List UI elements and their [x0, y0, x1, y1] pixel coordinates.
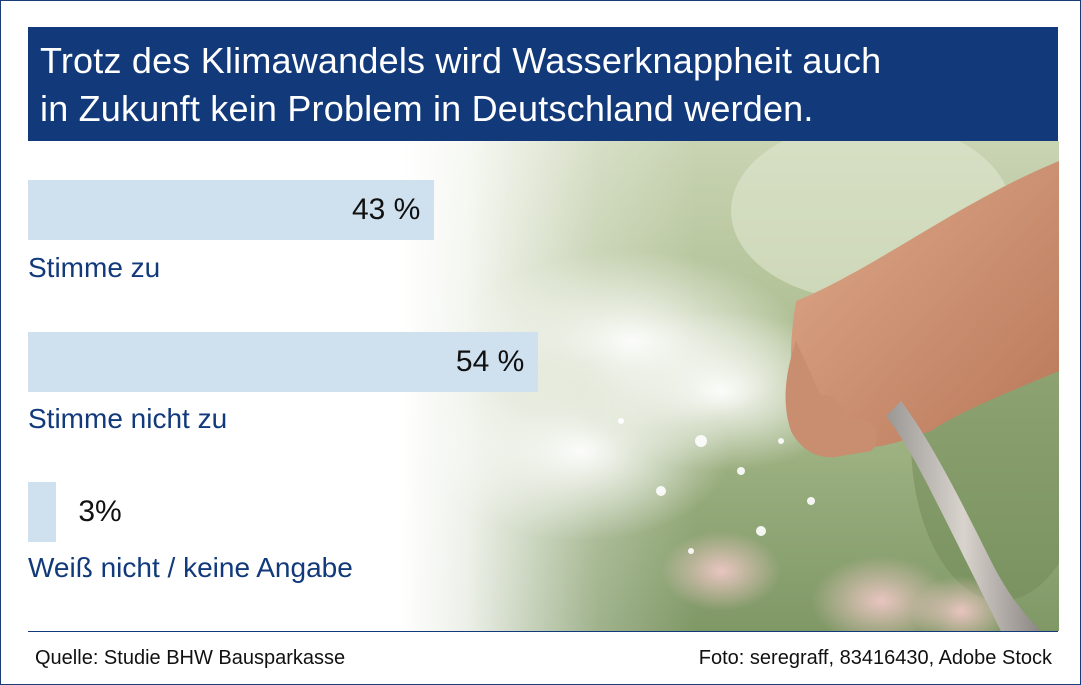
- title-banner: Trotz des Klimawandels wird Wasserknapph…: [28, 27, 1058, 141]
- title-line-1: Trotz des Klimawandels wird Wasserknapph…: [40, 40, 882, 81]
- bar-weiss-nicht: [28, 482, 57, 542]
- chart-title: Trotz des Klimawandels wird Wasserknapph…: [40, 37, 1046, 133]
- category-label-stimme-zu: Stimme zu: [28, 252, 161, 283]
- photo-credit: Foto: seregraff, 83416430, Adobe Stock: [698, 647, 1052, 669]
- value-label-stimme-nicht-zu: 54 %: [455, 345, 525, 378]
- title-line-2: in Zukunft kein Problem in Deutschland w…: [40, 88, 814, 129]
- bar-stimme-nicht-zu: [28, 332, 539, 392]
- footer-divider: [28, 631, 1058, 632]
- category-label-weiss-nicht: Weiß nicht / keine Angabe: [28, 552, 353, 583]
- value-label-weiss-nicht: 3%: [78, 495, 122, 528]
- bar-stimme-zu: [28, 180, 435, 240]
- value-label-stimme-zu: 43 %: [351, 193, 421, 226]
- source-text: Quelle: Studie BHW Bausparkasse: [35, 647, 346, 669]
- category-label-stimme-nicht-zu: Stimme nicht zu: [28, 403, 228, 434]
